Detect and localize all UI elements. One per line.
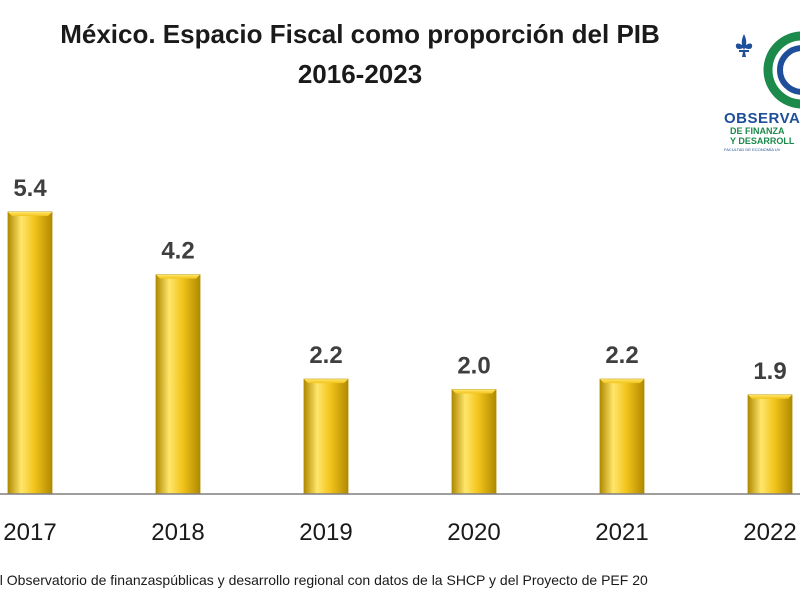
bar-2018	[155, 274, 201, 495]
chart-title: México. Espacio Fiscal como proporción d…	[60, 19, 660, 49]
x-tick-2017: 2017	[3, 519, 56, 546]
observatorio-logo: OBSERVA DE FINANZA Y DESARROLL FACULTAD …	[722, 26, 800, 152]
data-label-2017: 5.4	[13, 175, 47, 202]
logo-emblem-icon	[735, 31, 800, 109]
bar-2019	[303, 378, 349, 495]
data-label-2022: 1.9	[753, 358, 786, 385]
source-note: el Observatorio de finanzaspúblicas y de…	[0, 572, 648, 588]
bar-2022	[747, 394, 793, 495]
x-tick-2018: 2018	[151, 519, 204, 546]
data-label-2021: 2.2	[605, 342, 638, 369]
x-tick-2022: 2022	[743, 519, 796, 546]
x-tick-2019: 2019	[299, 519, 352, 546]
logo-tagline: FACULTAD DE ECONOMÍA UV	[724, 147, 781, 152]
x-tick-2020: 2020	[447, 519, 500, 546]
logo-subtext: Y DESARROLL	[730, 136, 795, 146]
data-label-2020: 2.0	[457, 353, 490, 380]
bar-2020	[451, 389, 497, 495]
bar-2017	[7, 211, 53, 495]
logo-subtext: DE FINANZA	[730, 126, 785, 136]
data-label-2019: 2.2	[309, 342, 342, 369]
bar-2021	[599, 378, 645, 495]
data-label-2018: 4.2	[161, 238, 194, 265]
x-tick-2021: 2021	[595, 519, 648, 546]
logo-text: OBSERVA	[724, 110, 800, 127]
chart-subtitle: 2016-2023	[297, 59, 423, 89]
fleur-de-lis-icon	[735, 34, 753, 57]
